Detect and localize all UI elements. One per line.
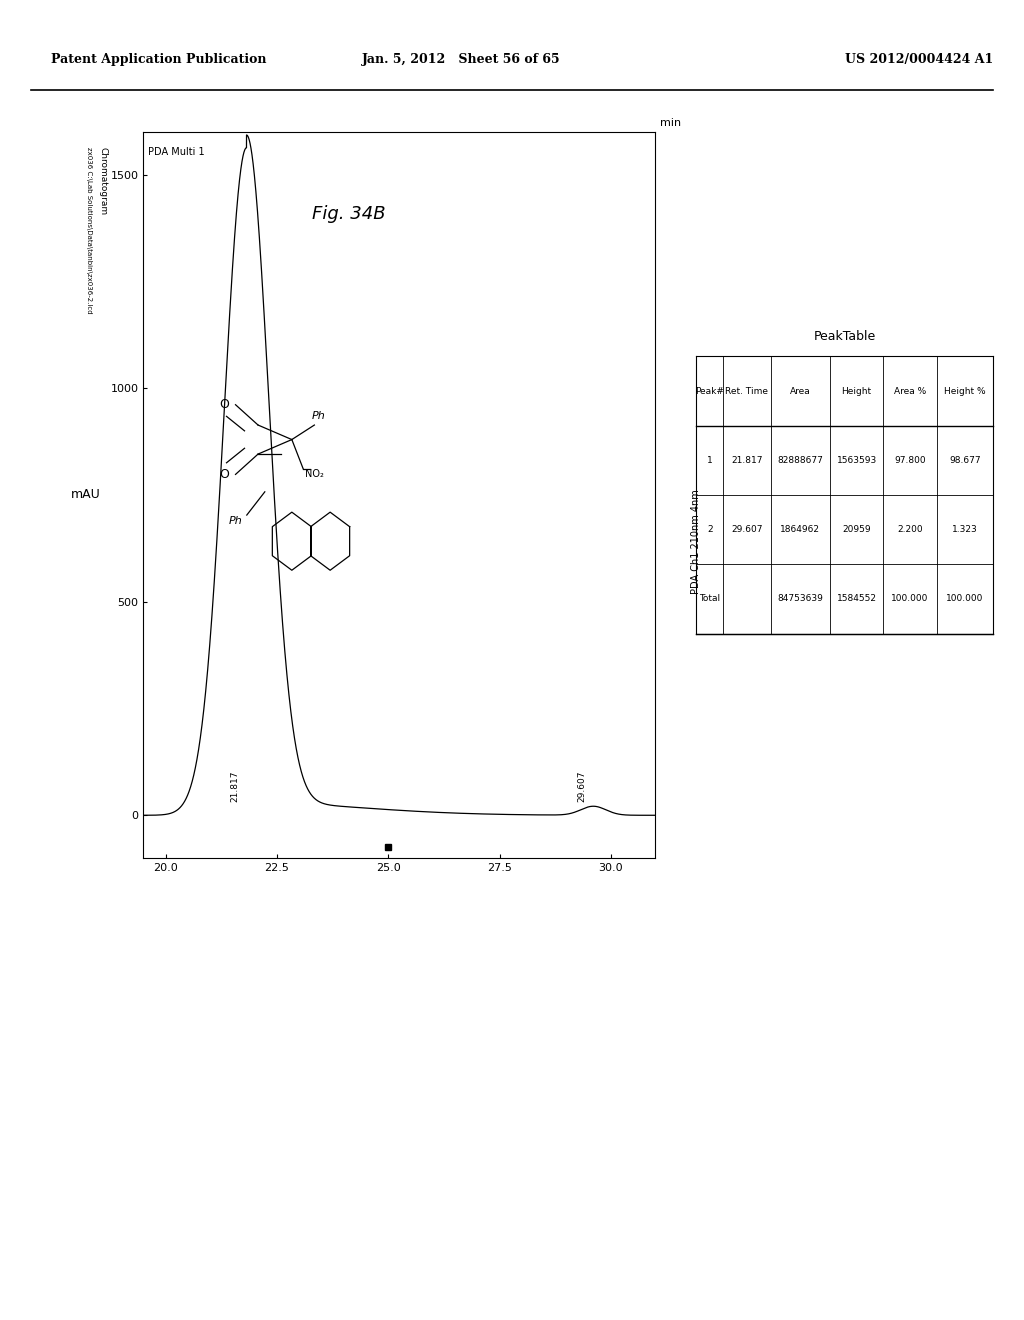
Y-axis label: mAU: mAU [71, 488, 100, 502]
Text: 1864962: 1864962 [780, 525, 820, 535]
Text: zx036 C:\Lab Solutions\Data\tanbin\zx036-2.lcd: zx036 C:\Lab Solutions\Data\tanbin\zx036… [86, 147, 92, 313]
Text: Chromatogram: Chromatogram [98, 147, 108, 215]
Text: 100.000: 100.000 [946, 594, 984, 603]
Text: 97.800: 97.800 [894, 455, 926, 465]
Text: 100.000: 100.000 [892, 594, 929, 603]
Text: 21.817: 21.817 [230, 771, 240, 803]
Text: Height: Height [842, 387, 871, 396]
Text: Patent Application Publication: Patent Application Publication [51, 53, 266, 66]
Text: 84753639: 84753639 [777, 594, 823, 603]
Text: 20959: 20959 [843, 525, 871, 535]
Text: 29.607: 29.607 [731, 525, 763, 535]
Text: 1584552: 1584552 [837, 594, 877, 603]
Text: 21.817: 21.817 [731, 455, 763, 465]
Text: 1.323: 1.323 [952, 525, 978, 535]
Text: Height %: Height % [944, 387, 986, 396]
Text: O: O [219, 399, 229, 412]
Text: Ret. Time: Ret. Time [725, 387, 768, 396]
Text: O: O [219, 467, 229, 480]
Text: PDA Multi 1: PDA Multi 1 [148, 147, 205, 157]
Text: 1: 1 [707, 455, 713, 465]
Text: 98.677: 98.677 [949, 455, 981, 465]
Text: 29.607: 29.607 [578, 771, 587, 803]
Text: Ph: Ph [228, 516, 243, 525]
Text: Peak#: Peak# [695, 387, 724, 396]
Text: Area: Area [790, 387, 811, 396]
Text: 82888677: 82888677 [777, 455, 823, 465]
Text: PeakTable: PeakTable [814, 330, 876, 343]
Text: 2.200: 2.200 [897, 525, 923, 535]
Text: min: min [660, 119, 682, 128]
Text: Area %: Area % [894, 387, 927, 396]
Text: Jan. 5, 2012   Sheet 56 of 65: Jan. 5, 2012 Sheet 56 of 65 [361, 53, 560, 66]
Text: 1563593: 1563593 [837, 455, 877, 465]
Text: US 2012/0004424 A1: US 2012/0004424 A1 [845, 53, 993, 66]
Text: Total: Total [699, 594, 720, 603]
Text: NO₂: NO₂ [305, 470, 324, 479]
Text: PDA Ch1 210nm 4nm: PDA Ch1 210nm 4nm [691, 490, 701, 594]
Text: Fig. 34B: Fig. 34B [312, 205, 386, 223]
Text: 2: 2 [707, 525, 713, 535]
Text: Ph: Ph [312, 412, 326, 421]
